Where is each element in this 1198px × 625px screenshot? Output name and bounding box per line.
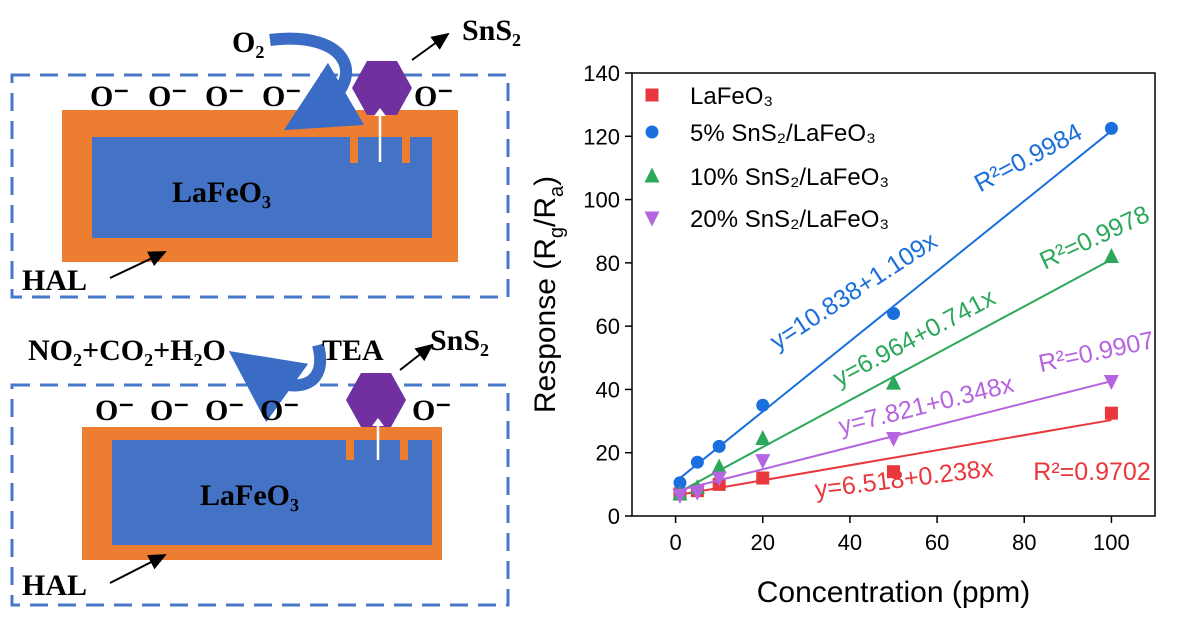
x-axis-label: Concentration (ppm)	[757, 576, 1030, 609]
diagram-top: O₂ SnS₂ O⁻ O⁻ O⁻ O⁻ O⁻ LaFeO₃ HAL	[10, 14, 521, 299]
dashed-box	[10, 383, 510, 607]
curved-arrow	[228, 343, 326, 423]
fit-line	[679, 130, 1113, 479]
y-axis-label-part: Response (R	[529, 238, 562, 413]
y-tick-label: 40	[596, 377, 620, 402]
point	[689, 485, 705, 501]
fit-label: y=6.518+0.238x	[813, 454, 995, 504]
legend-label: 5% SnS₂/LaFeO₃	[690, 120, 876, 147]
ion: O⁻	[262, 80, 301, 113]
label: SnS₂	[430, 324, 489, 357]
ion: O⁻	[148, 80, 187, 113]
point	[887, 306, 900, 320]
diagram-bottom: NO₂+CO₂+H₂O TEA SnS₂ O⁻ O⁻ O⁻ O⁻ O⁻ LaFe…	[10, 324, 510, 607]
point	[1103, 375, 1119, 391]
chart: 0 20 40 60 80 100 120 140 0 20 40 60 80 100 Concentrat…	[529, 61, 1157, 609]
point	[756, 398, 770, 412]
y-axis-label-part: g	[546, 227, 568, 238]
legend-label: LaFeO₃	[690, 83, 773, 110]
legend-symbol	[644, 211, 660, 227]
sns2-particle	[346, 373, 406, 427]
layer-label: HAL	[22, 569, 87, 602]
point	[887, 465, 900, 479]
pointer	[109, 554, 167, 584]
arrow-head	[372, 418, 384, 426]
point	[1104, 406, 1118, 420]
x-tick-label: 60	[925, 530, 949, 555]
r2-label: R²=0.9984	[970, 118, 1087, 198]
x-tick-label: 0	[669, 530, 681, 555]
dashed-box	[10, 73, 510, 299]
pointer	[109, 251, 167, 279]
y-tick-label: 140	[583, 61, 620, 86]
ion: O⁻	[260, 394, 299, 427]
point	[672, 488, 688, 504]
y-tick-label: 0	[608, 504, 620, 529]
legend-symbol	[645, 88, 659, 102]
y-axis-label-part: /R	[529, 197, 562, 227]
point	[756, 471, 770, 485]
fit-line	[679, 419, 1112, 496]
y-tick-label: 60	[596, 314, 620, 339]
legend-label: 10% SnS₂/LaFeO₃	[690, 164, 889, 191]
point	[886, 431, 901, 447]
legend-label: 20% SnS₂/LaFeO₃	[690, 206, 889, 233]
label: SnS₂	[462, 14, 521, 47]
sns2-particle	[352, 61, 412, 115]
y-tick-label: 80	[596, 251, 620, 276]
x-tick-label: 40	[838, 530, 862, 555]
point	[755, 429, 771, 445]
label: O₂	[232, 26, 264, 59]
r2-label: R²=0.9978	[1035, 200, 1153, 275]
point	[690, 455, 704, 469]
ion: O⁻	[90, 80, 129, 113]
x-tick-label: 80	[1012, 530, 1036, 555]
ion: O⁻	[414, 80, 453, 113]
point	[755, 454, 771, 470]
curved-arrow	[269, 32, 365, 131]
core-label: LaFeO₃	[172, 176, 271, 209]
point	[673, 476, 687, 490]
r2-label: R²=0.9907	[1036, 326, 1157, 378]
x-tick-label: 20	[751, 530, 775, 555]
point	[711, 458, 727, 474]
y-tick-label: 120	[583, 124, 620, 149]
y-tick-label: 20	[596, 441, 620, 466]
point	[886, 374, 901, 390]
x-tick-label: 100	[1093, 530, 1130, 555]
arrow-head	[374, 108, 386, 116]
r2-label: R²=0.9702	[1033, 458, 1150, 486]
fit-line	[679, 258, 1112, 493]
label: NO₂+CO₂+H₂O	[28, 334, 226, 367]
point	[711, 471, 727, 487]
legend-symbol	[645, 125, 659, 139]
ion: O⁻	[95, 394, 134, 427]
y-axis-label: Response (Rg/Ra)	[529, 176, 568, 413]
point	[1103, 248, 1119, 264]
ion: O⁻	[412, 394, 451, 427]
ion: O⁻	[205, 80, 244, 113]
pointer	[399, 343, 434, 371]
y-axis-label-part: )	[529, 176, 562, 186]
plot-frame	[631, 72, 1156, 517]
ion: O⁻	[205, 394, 244, 427]
core-label: LaFeO₃	[200, 479, 299, 512]
point	[712, 439, 726, 453]
ion: O⁻	[150, 394, 189, 427]
layer-label: HAL	[22, 264, 87, 297]
y-tick-label: 100	[583, 188, 620, 213]
label: TEA	[322, 334, 384, 367]
legend-symbol	[644, 167, 660, 183]
y-axis-label-part: a	[546, 185, 568, 197]
pointer	[411, 32, 450, 61]
point	[1104, 121, 1118, 135]
